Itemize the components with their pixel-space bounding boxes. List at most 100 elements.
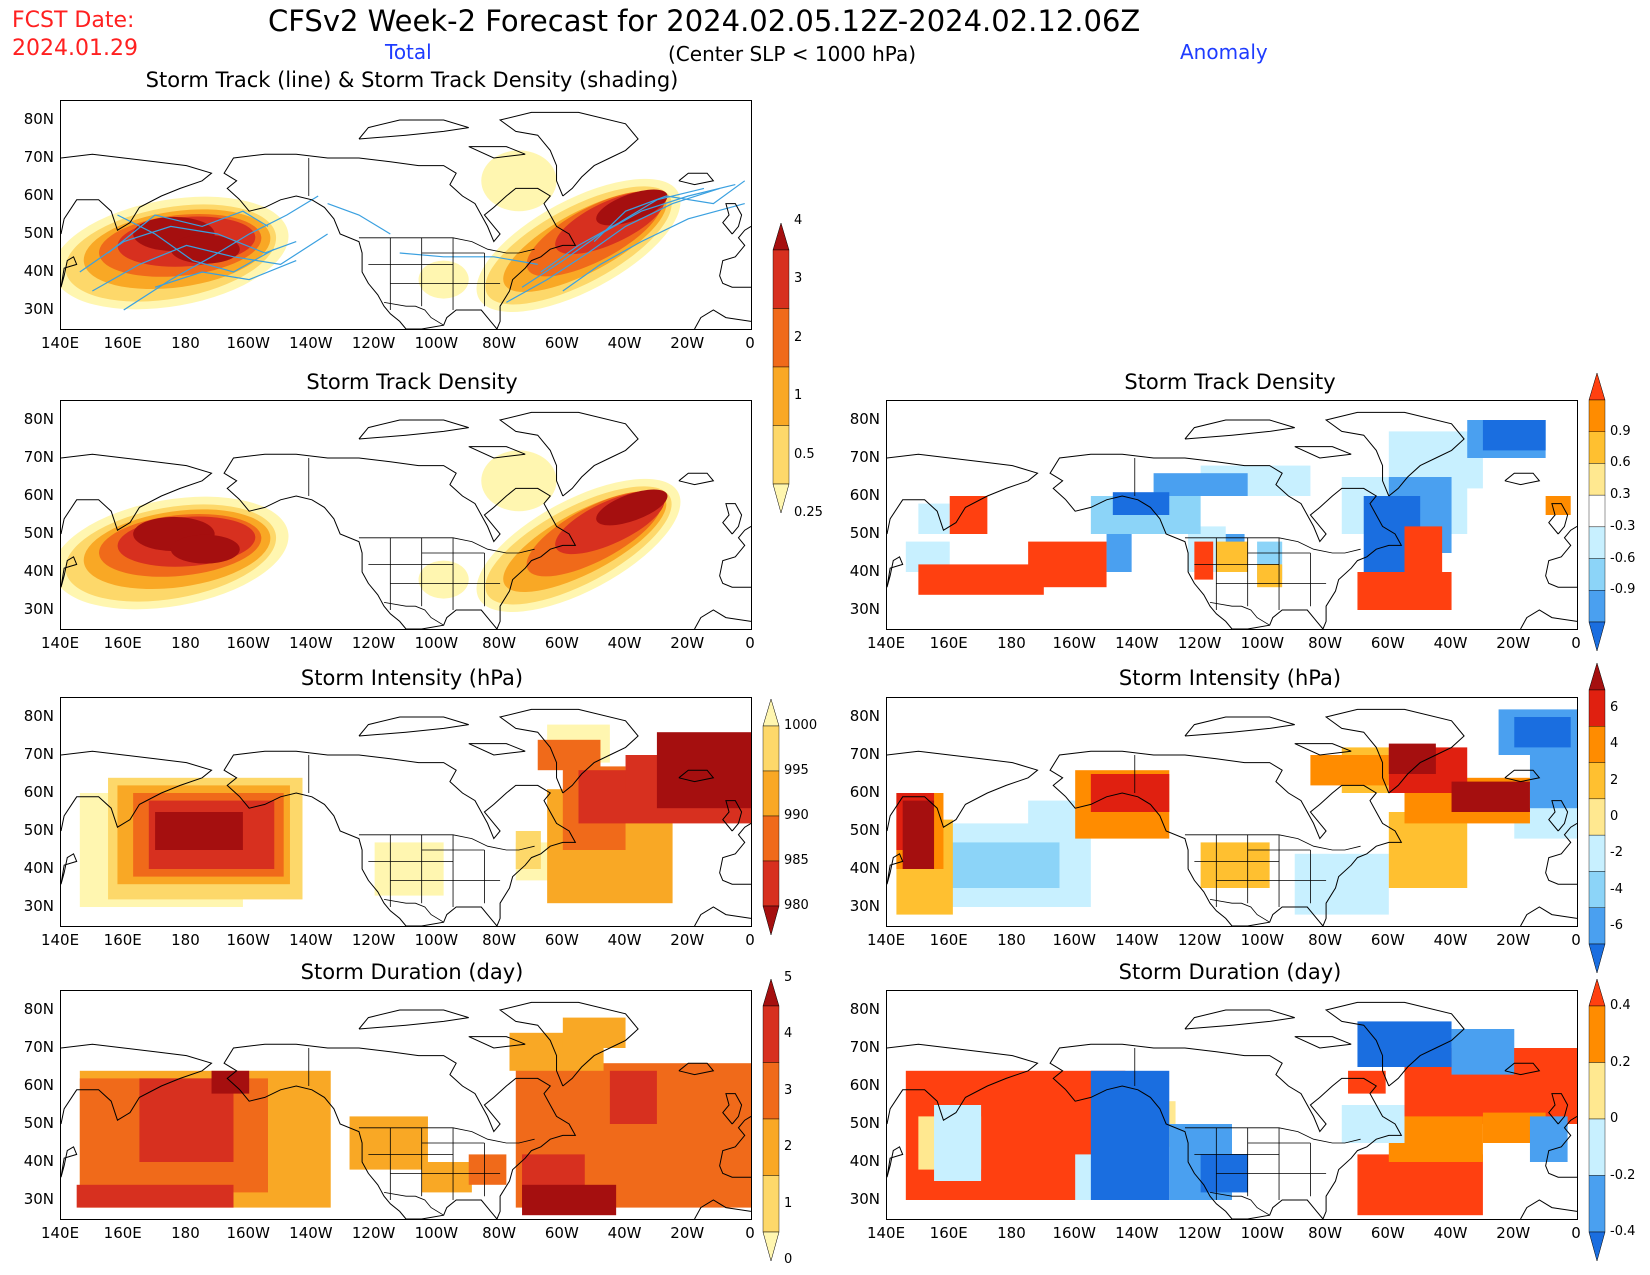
- lon-tick-label: 20W: [670, 931, 705, 949]
- coastline-layer: [887, 1001, 1577, 1219]
- lat-tick-label: 60N: [23, 783, 54, 801]
- lat-tick-label: 80N: [849, 1000, 880, 1018]
- shading-layer: [905, 1021, 1577, 1216]
- lat-tick-label: 80N: [23, 1000, 54, 1018]
- coastline-layer: [61, 1001, 751, 1219]
- lon-tick-label: 140W: [1115, 634, 1159, 652]
- panel-title-intensity-anom: Storm Intensity (hPa): [1118, 666, 1342, 690]
- coastline-layer: [887, 411, 1577, 629]
- colorbar-tick-label: 4: [794, 212, 803, 228]
- map-panel-density-total: [60, 400, 752, 630]
- colorbar-density-anom: 0.9 0.6 0.3 -0.3 -0.6 -0.9: [1588, 372, 1635, 656]
- lon-tick-label: 140E: [866, 1224, 906, 1242]
- colorbar-tick-label: 1: [784, 1195, 793, 1211]
- colorbar-tick-label: 2: [794, 329, 803, 345]
- lon-tick-label: 20W: [1496, 1224, 1531, 1242]
- lon-tick-label: 100W: [1240, 1224, 1285, 1242]
- lon-tick-label: 80W: [482, 1224, 517, 1242]
- lon-tick-label: 140W: [1115, 1224, 1159, 1242]
- lon-tick-label: 0: [1571, 1224, 1581, 1242]
- main-title: CFSv2 Week-2 Forecast for 2024.02.05.12Z…: [268, 4, 1141, 38]
- lon-tick-label: 100W: [414, 1224, 459, 1242]
- fcst-date-label: FCST Date:: [12, 8, 135, 33]
- lon-tick-label: 100W: [414, 334, 459, 352]
- colorbar-tick-label: -0.3: [1610, 518, 1636, 534]
- lon-tick-label: 140E: [866, 931, 906, 949]
- lon-tick-label: 180: [997, 634, 1026, 652]
- colorbar-tick-label: 4: [784, 1026, 793, 1042]
- lon-tick-label: 120W: [351, 1224, 396, 1242]
- lon-tick-label: 20W: [1496, 634, 1531, 652]
- lon-tick-label: 120W: [351, 931, 396, 949]
- colorbar-tick-label: -6: [1610, 917, 1623, 933]
- lat-tick-label: 30N: [23, 600, 54, 618]
- lon-tick-label: 140E: [40, 1224, 80, 1242]
- lon-tick-label: 180: [171, 634, 200, 652]
- lon-tick-label: 160W: [1052, 634, 1096, 652]
- lat-tick-label: 80N: [23, 410, 54, 428]
- colorbar-tick-label: 990: [784, 808, 809, 823]
- lat-tick-label: 40N: [23, 562, 54, 580]
- lat-tick-label: 60N: [849, 783, 880, 801]
- lon-tick-label: 140E: [866, 634, 906, 652]
- lat-tick-label: 50N: [23, 1114, 54, 1132]
- lat-tick-label: 30N: [849, 897, 880, 915]
- lat-tick-label: 50N: [849, 1114, 880, 1132]
- map-panel-density-anom: [886, 400, 1578, 630]
- shading-layer: [896, 709, 1577, 915]
- lon-tick-label: 100W: [1240, 931, 1285, 949]
- shading-layer: [79, 724, 751, 907]
- lon-tick-label: 120W: [1177, 1224, 1222, 1242]
- lon-tick-label: 120W: [351, 334, 396, 352]
- panel-title-density-total: Storm Track Density: [306, 370, 518, 394]
- colorbar-tick-label: 0: [1610, 809, 1619, 824]
- colorbar-tick-label: 0: [1610, 1111, 1619, 1126]
- colorbar-tick-label: 2: [1610, 772, 1619, 788]
- colorbar-tick-label: 980: [784, 898, 809, 913]
- lon-tick-label: 180: [171, 931, 200, 949]
- lat-tick-label: 40N: [849, 562, 880, 580]
- panel-title-intensity-total: Storm Intensity (hPa): [300, 666, 524, 690]
- lat-tick-label: 40N: [23, 1152, 54, 1170]
- lon-tick-label: 160E: [103, 634, 142, 652]
- lat-tick-label: 40N: [23, 262, 54, 280]
- lon-tick-label: 140W: [289, 334, 333, 352]
- map-panel-intensity-anom: [886, 697, 1578, 927]
- lon-tick-label: 0: [745, 1224, 755, 1242]
- lon-tick-label: 160E: [929, 931, 968, 949]
- lon-tick-label: 60W: [544, 931, 579, 949]
- map-panel-duration-total: [60, 990, 752, 1220]
- map-panel-track-total: [60, 100, 752, 330]
- colorbar-tick-label: 0.4: [1610, 998, 1631, 1013]
- lon-tick-label: 40W: [1433, 1224, 1468, 1242]
- lon-tick-label: 180: [171, 334, 200, 352]
- lat-tick-label: 80N: [23, 707, 54, 725]
- coastline-layer: [887, 708, 1577, 926]
- lon-tick-label: 80W: [1308, 634, 1343, 652]
- colorbar-tick-label: 0.5: [794, 446, 815, 462]
- lat-tick-label: 70N: [23, 745, 54, 763]
- colorbar-tick-label: 0.6: [1610, 455, 1631, 471]
- lon-tick-label: 140E: [40, 931, 80, 949]
- shading-layer: [905, 420, 1571, 610]
- lon-tick-label: 40W: [607, 931, 642, 949]
- colorbar-tick-label: -0.2: [1610, 1167, 1636, 1183]
- coastline-layer: [61, 708, 751, 926]
- lon-tick-label: 20W: [670, 1224, 705, 1242]
- colorbar-tick-label: 2: [784, 1139, 793, 1155]
- lon-tick-label: 180: [171, 1224, 200, 1242]
- lon-tick-label: 20W: [670, 634, 705, 652]
- lon-tick-label: 80W: [1308, 931, 1343, 949]
- lat-tick-label: 70N: [849, 745, 880, 763]
- lat-tick-label: 60N: [849, 486, 880, 504]
- lat-tick-label: 50N: [23, 524, 54, 542]
- panel-title-density-anom: Storm Track Density: [1124, 370, 1336, 394]
- colorbar-duration-total: 5 4 3 2 1 0: [762, 970, 792, 1267]
- lat-tick-label: 80N: [23, 110, 54, 128]
- lat-tick-label: 80N: [849, 410, 880, 428]
- lat-tick-label: 60N: [23, 1076, 54, 1094]
- lon-tick-label: 140W: [289, 931, 333, 949]
- lat-tick-label: 40N: [23, 859, 54, 877]
- colorbar-intensity-anom: 6 4 2 0 -2 -4 -6: [1588, 662, 1623, 978]
- lon-tick-label: 100W: [1240, 634, 1285, 652]
